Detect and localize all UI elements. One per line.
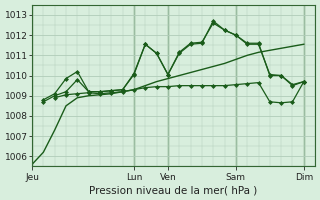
X-axis label: Pression niveau de la mer( hPa ): Pression niveau de la mer( hPa ): [90, 185, 258, 195]
